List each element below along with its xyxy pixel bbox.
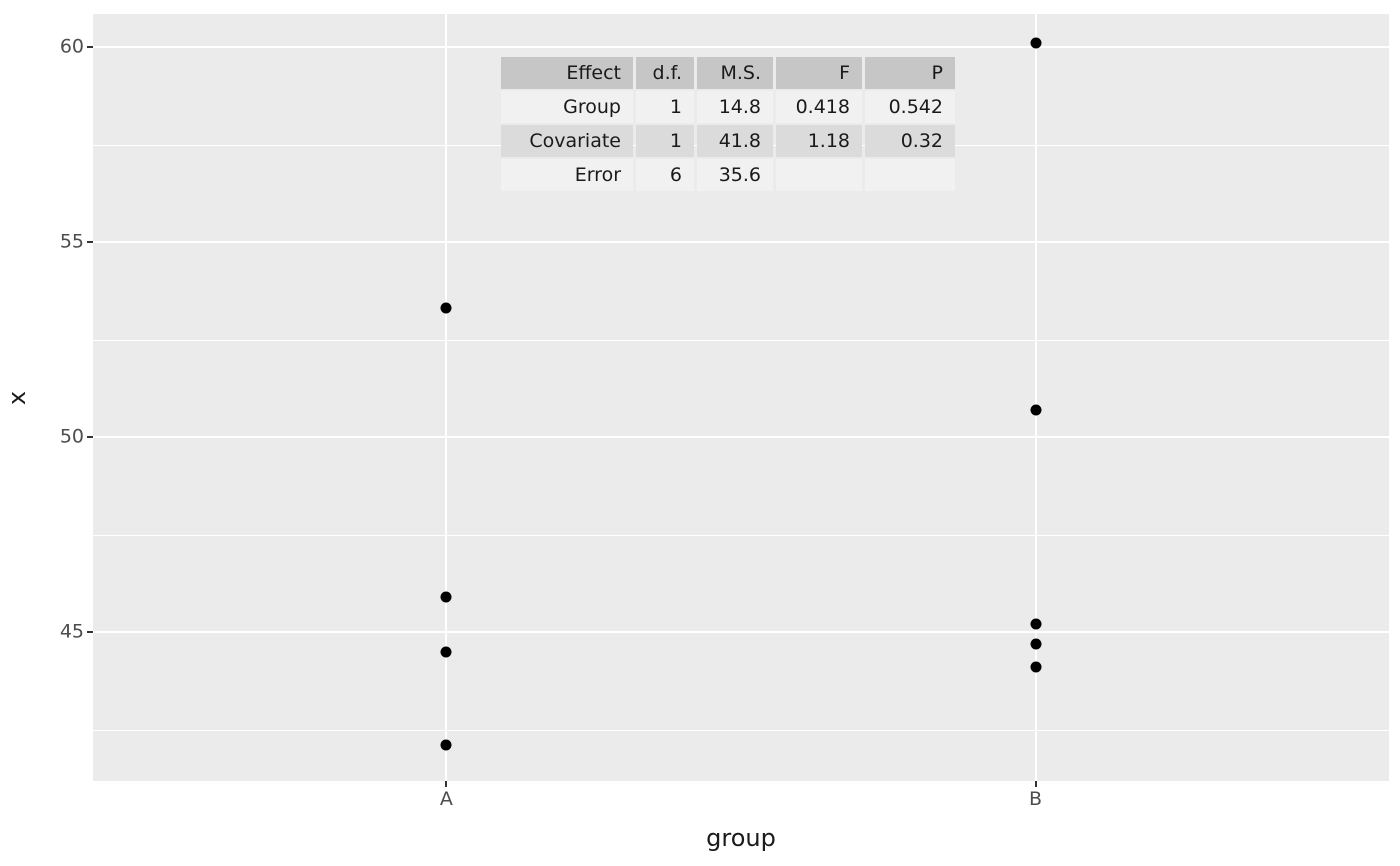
anova-header-cell: F	[776, 57, 862, 89]
y-tick-label: 55	[59, 230, 84, 253]
x-tick-mark	[1034, 781, 1037, 787]
anova-table-body: Group 1 14.8 0.418 0.542 Covariate 1 41.8 1.18 0.…	[501, 91, 955, 191]
y-tick-label: 50	[59, 425, 84, 448]
major-gridline	[1034, 14, 1037, 781]
data-point	[1030, 661, 1042, 673]
anova-table-cell: 6	[636, 159, 694, 191]
anova-table-cell: Error	[501, 159, 633, 191]
major-gridline	[93, 436, 1389, 439]
data-point	[440, 302, 452, 314]
data-point	[1030, 618, 1042, 630]
data-point	[1030, 638, 1042, 650]
anova-table-cell: 1.18	[776, 125, 862, 157]
anova-table-cell	[776, 159, 862, 191]
minor-gridline	[93, 729, 1389, 731]
major-gridline	[93, 631, 1389, 634]
anova-table-cell: 0.32	[865, 125, 955, 157]
anova-table-cell: 41.8	[697, 125, 773, 157]
anova-table-cell: Group	[501, 91, 633, 123]
data-point	[440, 739, 452, 751]
anova-table-row: Group 1 14.8 0.418 0.542	[501, 91, 955, 123]
data-point	[1030, 37, 1042, 49]
anova-table-cell: 1	[636, 125, 694, 157]
anova-header-cell: P	[865, 57, 955, 89]
x-tick-mark	[445, 781, 448, 787]
y-tick-label: 45	[59, 620, 84, 643]
data-point	[440, 591, 452, 603]
anova-table-cell: 1	[636, 91, 694, 123]
y-tick-label: 60	[59, 35, 84, 58]
anova-table-cell: 0.542	[865, 91, 955, 123]
anova-table-row: Covariate 1 41.8 1.18 0.32	[501, 125, 955, 157]
anova-header-cell: M.S.	[697, 57, 773, 89]
x-tick-label: B	[1029, 788, 1043, 810]
anova-header-cell: Effect	[501, 57, 633, 89]
plot-panel: Effect d.f. M.S. F P Group 1 14.8 0.418 0.542 Cov…	[93, 14, 1389, 781]
anova-table-cell	[865, 159, 955, 191]
anova-table-header: Effect d.f. M.S. F P	[501, 57, 955, 89]
data-point	[440, 646, 452, 658]
major-gridline	[93, 241, 1389, 244]
anova-table-row: Error 6 35.6	[501, 159, 955, 191]
major-gridline	[93, 46, 1389, 49]
anova-table-cell: Covariate	[501, 125, 633, 157]
data-point	[1030, 404, 1042, 416]
anova-table-cell: 0.418	[776, 91, 862, 123]
major-gridline	[445, 14, 448, 781]
y-axis-title: x	[3, 390, 32, 406]
points-layer	[93, 14, 1389, 781]
anova-table-cell: 14.8	[697, 91, 773, 123]
anova-table-cell: 35.6	[697, 159, 773, 191]
anova-header-cell: d.f.	[636, 57, 694, 89]
minor-gridline	[93, 534, 1389, 536]
anova-inset-table: Effect d.f. M.S. F P Group 1 14.8 0.418 0.542 Cov…	[498, 55, 958, 193]
x-axis-title: group	[706, 824, 776, 852]
x-tick-label: A	[439, 788, 453, 810]
minor-gridline	[93, 339, 1389, 341]
